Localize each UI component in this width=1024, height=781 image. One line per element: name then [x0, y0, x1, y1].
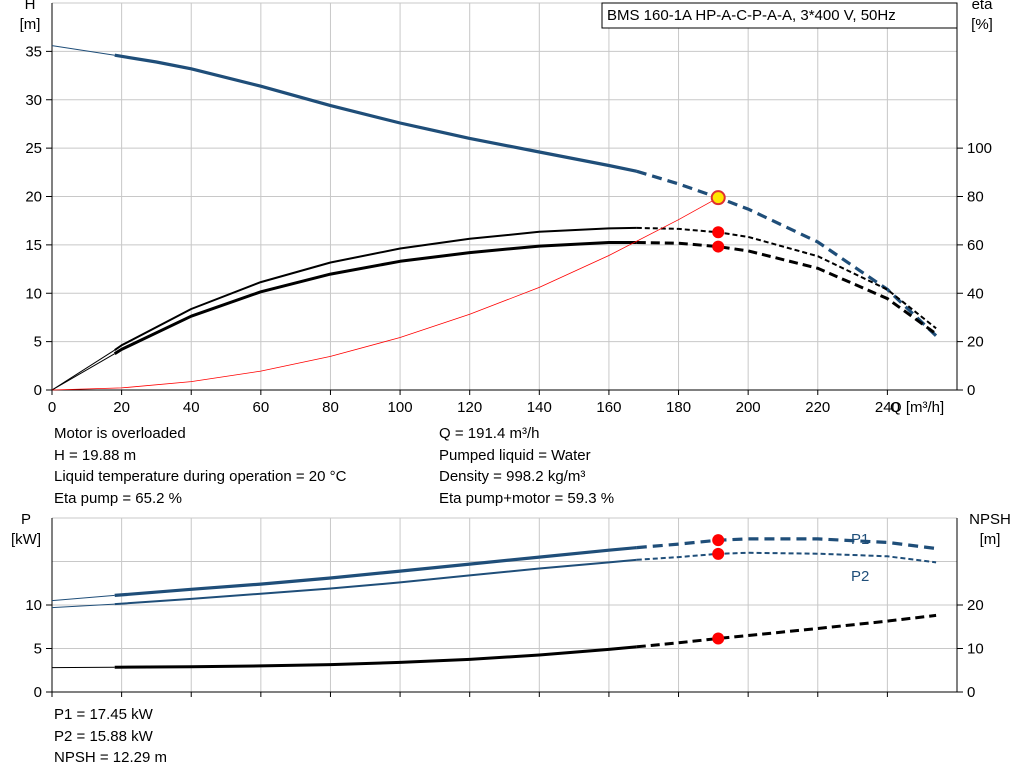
duty-point-eta-pump	[712, 226, 725, 239]
series-P1-leadin	[51, 594, 115, 602]
series-label-P1: P1	[851, 531, 869, 548]
y-right-tick-label: 0	[967, 684, 975, 701]
info-pumped-liquid: Pumped liquid = Water	[439, 446, 591, 464]
info-right-panel: Q = 191.4 m³/h Pumped liquid = Water Den…	[439, 423, 614, 509]
series-NPSH-dashed	[636, 613, 937, 649]
series-NPSH-solid	[114, 645, 637, 669]
y-left-tick-label: 5	[34, 641, 42, 658]
series-eta-pump-motor-solid	[113, 241, 637, 355]
info-left-panel: Motor is overloaded H = 19.88 m Liquid t…	[54, 423, 346, 509]
info-eta-pump: Eta pump = 65.2 %	[54, 489, 182, 507]
x-tick-label: 0	[48, 399, 56, 416]
info-flow: Q = 191.4 m³/h	[439, 425, 540, 442]
duty-point-npsh	[712, 632, 725, 645]
info-bottom-panel: P1 = 17.45 kW P2 = 15.88 kW NPSH = 12.29…	[54, 704, 167, 769]
series-eta-pump-motor-leadin	[51, 353, 115, 391]
y-right-tick-label: 20	[967, 597, 984, 614]
duty-point-head	[710, 190, 726, 206]
y-left-axis-label: H	[25, 0, 36, 13]
info-npsh: NPSH = 12.29 m	[54, 749, 167, 766]
title-box: BMS 160-1A HP-A-C-P-A-A, 3*400 V, 50Hz	[601, 2, 958, 29]
y-right-axis-unit: [m]	[980, 531, 1001, 548]
y-left-axis-unit: [kW]	[11, 531, 41, 548]
y-right-axis-unit: [%]	[971, 16, 993, 33]
x-tick-label: 220	[805, 399, 830, 416]
y-right-tick-label: 40	[967, 285, 984, 302]
y-left-tick-label: 25	[25, 140, 42, 157]
power-npsh-chart: 0 5 10 0 10 20 P [kW] NPSH [m] P1 P2	[11, 511, 1011, 701]
info-p1: P1 = 17.45 kW	[54, 706, 153, 723]
pump-curve-chart: 0 5 10 15 20 25 30 35 0 20 40 60 80 100 H [m] eta [%] 0 20 4…	[20, 0, 994, 416]
y-left-tick-label: 30	[25, 92, 42, 109]
series-P2-leadin	[51, 603, 115, 609]
duty-point-p2	[712, 547, 725, 560]
y-left-tick-label: 20	[25, 189, 42, 206]
info-p2: P2 = 15.88 kW	[54, 727, 153, 745]
info-eta-pump-motor: Eta pump+motor = 59.3 %	[439, 489, 615, 507]
series-eta-pump-solid	[114, 226, 637, 351]
y-right-tick-label: 0	[967, 382, 975, 399]
y-left-tick-label: 10	[25, 597, 42, 614]
duty-point-p1	[712, 534, 725, 547]
series-eta-pump-motor-dashed	[636, 241, 937, 336]
y-left-tick-label: 5	[34, 334, 42, 351]
series-eta-pump-leadin	[51, 349, 115, 391]
series-P2-dashed	[636, 551, 937, 564]
info-density: Density = 998.2 kg/m³	[439, 468, 586, 485]
x-axis-label: Q [m³/h]	[890, 399, 944, 416]
y-right-axis-label: NPSH	[969, 511, 1011, 528]
series-P1-dashed	[636, 537, 937, 551]
x-tick-label: 20	[113, 399, 130, 416]
y-left-tick-label: 0	[34, 382, 42, 399]
x-tick-label: 80	[322, 399, 339, 416]
chart-title: BMS 160-1A HP-A-C-P-A-A, 3*400 V, 50Hz	[607, 7, 896, 24]
x-tick-label: 200	[736, 399, 761, 416]
x-tick-label: 40	[183, 399, 200, 416]
series-eta-pump-dashed	[636, 226, 937, 330]
x-tick-label: 140	[527, 399, 552, 416]
series-system-curve	[51, 197, 719, 391]
x-tick-label: 160	[596, 399, 621, 416]
y-right-tick-label: 60	[967, 237, 984, 254]
y-right-axis-label: eta	[972, 0, 994, 13]
y-right-tick-label: 100	[967, 140, 992, 157]
y-left-axis-label: P	[21, 511, 31, 528]
series-P1-solid	[114, 546, 637, 597]
series-H-dashed	[636, 169, 938, 337]
duty-point-eta-pump-motor	[712, 240, 725, 253]
series-label-P2: P2	[851, 568, 869, 585]
y-left-tick-label: 10	[25, 285, 42, 302]
x-tick-label: 100	[388, 399, 413, 416]
y-left-tick-label: 35	[25, 43, 42, 60]
series-P2-solid	[114, 558, 637, 606]
y-right-tick-label: 80	[967, 189, 984, 206]
x-tick-label: 120	[457, 399, 482, 416]
y-right-tick-label: 10	[967, 641, 984, 658]
series-H-solid	[114, 53, 638, 173]
series-H-leadin	[51, 45, 115, 56]
y-left-tick-label: 0	[34, 684, 42, 701]
x-tick-label: 240	[875, 399, 900, 416]
y-left-axis-unit: [m]	[20, 16, 41, 33]
y-right-tick-label: 20	[967, 334, 984, 351]
x-tick-label: 60	[253, 399, 270, 416]
y-left-tick-label: 15	[25, 237, 42, 254]
info-liquid-temperature: Liquid temperature during operation = 20…	[54, 468, 347, 485]
info-head: H = 19.88 m	[54, 446, 137, 464]
info-motor-status: Motor is overloaded	[54, 425, 186, 442]
x-tick-label: 180	[666, 399, 691, 416]
